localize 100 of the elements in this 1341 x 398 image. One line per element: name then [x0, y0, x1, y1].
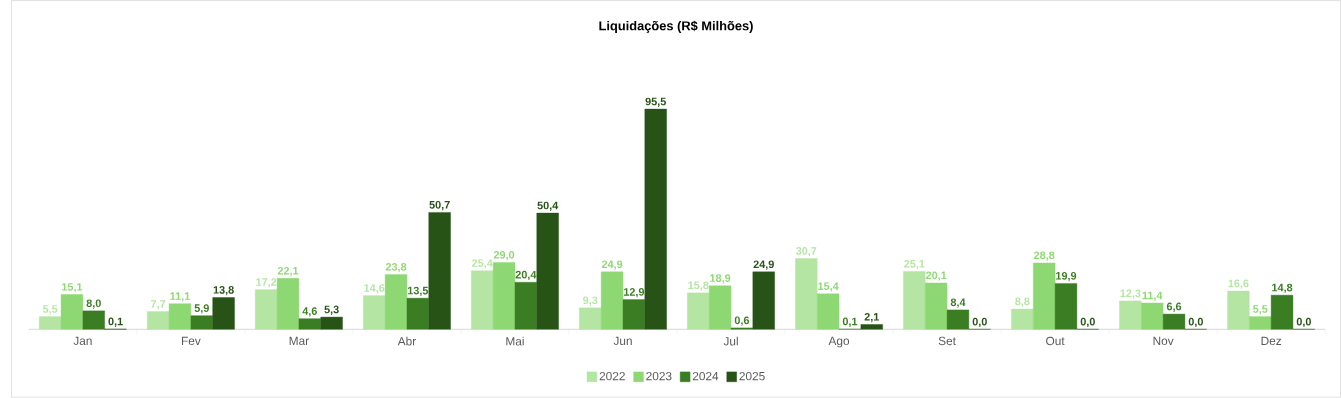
bar: [168, 303, 192, 330]
data-label: 11,1: [170, 292, 190, 302]
data-label: 12,3: [1120, 289, 1141, 299]
data-label: 0,1: [842, 317, 858, 328]
data-label: 8,0: [86, 299, 101, 309]
data-label: 95,5: [645, 97, 666, 108]
bar: [622, 299, 645, 330]
data-label: 15,4: [818, 282, 839, 292]
legend-label: 2025: [739, 372, 765, 381]
data-label: 13,8: [213, 286, 234, 296]
bar: [817, 293, 840, 330]
data-label: 0,1: [108, 317, 123, 328]
data-label: 19,9: [1056, 272, 1077, 282]
data-label: 0,0: [1188, 317, 1203, 328]
data-label: 0,0: [1080, 317, 1095, 328]
data-label: 6,6: [1166, 302, 1182, 313]
data-label: 2,1: [864, 313, 880, 323]
bar: [190, 315, 213, 330]
bar: [514, 282, 537, 330]
data-label: 14,8: [1272, 283, 1293, 294]
data-label: 0,0: [972, 317, 987, 328]
data-label: 4,6: [302, 307, 317, 317]
bar: [795, 258, 818, 330]
data-label: 50,7: [429, 201, 450, 211]
bar: [147, 311, 170, 330]
data-label: 15,1: [62, 283, 83, 293]
data-label: 15,8: [688, 281, 709, 291]
data-label: 23,8: [385, 263, 407, 273]
bar: [384, 274, 408, 330]
data-label: 20,4: [515, 270, 537, 281]
bar: [536, 213, 559, 330]
bar: [1033, 262, 1056, 330]
bar: [1227, 290, 1250, 330]
data-label: 50,4: [537, 201, 559, 212]
bar: [255, 289, 278, 330]
data-label: 30,7: [795, 247, 817, 257]
bar: [708, 285, 732, 330]
bar: [644, 109, 667, 330]
data-label: 29,0: [493, 251, 515, 261]
data-label: 12,9: [624, 288, 645, 298]
x-tick-label: Fev: [181, 336, 201, 346]
bar: [925, 282, 948, 330]
x-tick-label: Jul: [723, 336, 738, 346]
bar: [687, 292, 710, 330]
x-tick-label: Mar: [289, 336, 309, 346]
x-tick-label: Dez: [1261, 336, 1282, 346]
x-tick-label: Ago: [828, 336, 850, 348]
bar: [1119, 300, 1142, 330]
bar: [406, 298, 429, 330]
bar: [1162, 314, 1186, 330]
data-label: 8,4: [950, 298, 966, 308]
data-label: 5,5: [1253, 305, 1268, 315]
bar: [298, 318, 321, 330]
data-label: 8,8: [1015, 297, 1030, 307]
bar: [946, 309, 970, 330]
bar: [752, 271, 775, 330]
data-label: 5,9: [194, 304, 209, 314]
bar: [492, 262, 516, 330]
bar: [276, 278, 300, 330]
legend-label: 2023: [646, 372, 672, 381]
bar: [39, 316, 62, 330]
bar: [471, 270, 494, 330]
data-label: 25,4: [472, 259, 493, 269]
data-label: 7,7: [151, 300, 166, 310]
data-label: 5,3: [324, 305, 339, 316]
bar: [363, 295, 386, 330]
data-label: 24,9: [753, 260, 774, 270]
bar: [212, 297, 235, 330]
data-label: 13,5: [407, 286, 429, 297]
data-label: 17,2: [256, 278, 277, 288]
data-label: 14,6: [364, 284, 385, 294]
data-label: 9,3: [583, 296, 598, 306]
bar: [82, 310, 105, 330]
data-label: 0,0: [1296, 317, 1311, 328]
x-tick-label: Nov: [1153, 336, 1174, 346]
x-tick-label: Jun: [613, 336, 632, 346]
legend-label: 2024: [692, 372, 719, 381]
data-label: 22,1: [277, 267, 299, 277]
data-label: 24,9: [601, 260, 623, 270]
data-label: 16,6: [1228, 279, 1249, 289]
bar: [1011, 308, 1034, 330]
x-tick-label: Abr: [397, 336, 416, 346]
bar: [903, 271, 926, 330]
data-label: 0,6: [734, 316, 750, 326]
bar: [600, 271, 624, 330]
data-label: 18,9: [710, 274, 731, 284]
data-label: 25,1: [904, 260, 925, 270]
data-label: 5,5: [42, 305, 58, 315]
x-tick-label: Mai: [506, 336, 524, 346]
data-label: 28,8: [1033, 251, 1055, 261]
bar: [1270, 295, 1294, 330]
legend-label: 2022: [599, 372, 625, 381]
bar: [428, 212, 451, 330]
bar: [1054, 283, 1078, 330]
x-tick-label: Out: [1046, 336, 1065, 346]
x-tick-label: Jan: [73, 336, 92, 346]
data-label: 20,1: [925, 271, 947, 281]
bar: [1249, 316, 1272, 330]
chart-title: Liquidações (R$ Milhões): [599, 20, 753, 34]
bar: [320, 317, 343, 330]
